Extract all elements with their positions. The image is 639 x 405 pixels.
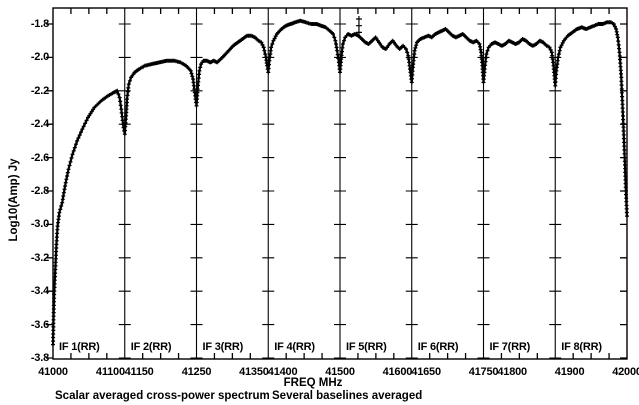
axis-ticks: [46, 8, 627, 359]
data-plus-markers: [51, 18, 629, 347]
x-tick-label: 41150: [124, 366, 154, 378]
y-tick-label: -2.6: [30, 151, 49, 164]
x-tick-label: 41500: [325, 366, 355, 378]
y-tick-label: -3.6: [30, 318, 49, 331]
panel-divider: [118, 8, 131, 359]
panel-label: IF 4(RR): [274, 341, 315, 353]
y-axis-title: Log10(Amp) Jy: [8, 158, 20, 242]
panel-label: IF 5(RR): [346, 341, 387, 353]
panel-divider: [190, 8, 203, 359]
panel-divider: [334, 8, 346, 359]
y-tick-label: -2.0: [30, 51, 49, 64]
x-tick-label: 41600: [382, 366, 413, 378]
x-tick-label: 41900: [554, 366, 585, 378]
y-tick-label: -3.2: [30, 251, 49, 264]
caption-baselines-averaged: Several baselines averaged: [272, 390, 423, 402]
x-tick-label: 41100: [95, 366, 125, 378]
outlier-marker: [355, 15, 362, 36]
x-axis-title: FREQ MHz: [283, 377, 343, 389]
y-tick-label: -1.8: [30, 18, 49, 30]
y-tick-label: -3.8: [30, 352, 49, 364]
y-tick-label: -2.4: [30, 118, 49, 131]
panel-label: IF 7(RR): [489, 341, 531, 353]
x-tick-label: 42000: [612, 366, 639, 378]
x-tick-label: 41400: [267, 366, 298, 378]
x-tick-label: 41800: [497, 366, 527, 378]
panel-label: IF 1(RR): [59, 341, 100, 353]
y-tick-label: -3.4: [30, 285, 49, 298]
panel-divider: [405, 8, 418, 359]
x-tick-label: 41650: [411, 366, 441, 378]
panel-label: IF 2(RR): [130, 341, 172, 353]
panel-label: IF 6(RR): [417, 341, 459, 353]
y-tick-label: -2.8: [30, 185, 49, 197]
x-tick-label: 41000: [38, 366, 68, 378]
panel-label: IF 3(RR): [202, 341, 244, 353]
panel-divider: [549, 8, 562, 359]
panel-label: IF 8(RR): [561, 341, 602, 353]
y-tick-label: -2.2: [30, 84, 49, 97]
caption-scalar-averaged: Scalar averaged cross-power spectrum: [55, 390, 270, 402]
y-tick-label: -3.0: [30, 218, 49, 231]
x-tick-label: 41350: [239, 366, 269, 378]
x-tick-label: 41750: [468, 366, 499, 378]
x-tick-label: 41250: [181, 366, 212, 378]
panel-divider: [477, 8, 490, 359]
